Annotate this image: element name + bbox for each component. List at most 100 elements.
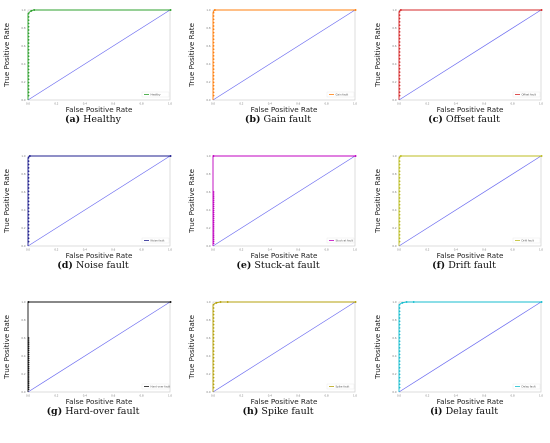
roc-point — [398, 71, 401, 73]
x-tick-label: 0.6 — [111, 248, 115, 252]
roc-point — [212, 310, 215, 313]
legend-box — [326, 91, 355, 98]
roc-chart: 0.00.0 0.2 0.2 0.4 0.4 0.6 0.6 0.8 0.8 1.0 1.0 Hard… — [2, 300, 172, 406]
y-tick-label: 0.4 — [206, 354, 210, 358]
roc-point — [398, 160, 401, 163]
y-tick-label: 0.4 — [206, 208, 210, 212]
roc-point — [27, 347, 30, 350]
x-tick-label: 1.0 — [539, 102, 543, 106]
x-tick-label: 0.8 — [140, 394, 144, 398]
y-tick-label: 0.6 — [21, 190, 25, 194]
roc-point — [540, 301, 543, 303]
x-tick-label: 0.4 — [268, 102, 272, 106]
roc-point — [398, 234, 401, 236]
y-axis-label: True Positive Rate — [2, 22, 11, 88]
x-tick-label: 0.8 — [325, 102, 329, 106]
y-tick-label: 0.6 — [21, 44, 25, 48]
x-tick-label: 0.0 — [26, 102, 30, 106]
x-tick-label: 0.2 — [425, 394, 429, 398]
roc-point — [540, 9, 543, 11]
x-tick-label: 0.4 — [83, 394, 87, 398]
roc-point — [398, 303, 401, 306]
roc-point — [398, 21, 401, 23]
roc-point — [212, 94, 215, 97]
roc-point — [212, 330, 215, 333]
roc-point — [212, 88, 215, 90]
subfigure-title: Offset fault — [442, 114, 500, 125]
legend-box — [512, 383, 541, 390]
roc-point — [212, 317, 215, 319]
x-tick-label: 0.6 — [296, 102, 300, 106]
roc-point — [33, 9, 36, 11]
roc-point — [212, 386, 215, 389]
roc-point — [398, 340, 401, 343]
roc-point — [398, 373, 401, 376]
roc-panel-e: 0.0 0.0 0.2 0.2 0.4 0.4 0.6 0.6 0.8 0.8 1.0 1.0 Stuc… — [187, 148, 368, 260]
y-tick-label: 0.8 — [392, 172, 396, 176]
y-tick-label: 0.6 — [21, 336, 25, 340]
y-tick-label: 0.4 — [21, 354, 25, 358]
roc-point — [398, 187, 401, 189]
roc-point — [27, 357, 30, 360]
roc-point — [398, 84, 401, 87]
roc-panel-b: 0.0 0.0 0.2 0.2 0.4 0.4 0.6 0.6 0.8 0.8 1.0 1.0 Gain… — [187, 2, 368, 114]
y-tick-label: 0.0 — [21, 244, 25, 248]
roc-point — [398, 320, 401, 323]
roc-point — [27, 71, 30, 74]
x-tick-label: 0.2 — [54, 248, 58, 252]
roc-point — [27, 39, 30, 41]
roc-point — [212, 363, 215, 366]
roc-point — [27, 359, 30, 362]
x-axis-label: False Positive Rate — [66, 251, 133, 260]
roc-point — [169, 301, 172, 303]
roc-chart: 0.00.0 0.2 0.2 0.4 0.4 0.6 0.6 0.8 0.8 1.0 1.0 Stuc… — [187, 154, 357, 260]
roc-point — [398, 366, 401, 369]
y-tick-label: 0.6 — [206, 336, 210, 340]
roc-point — [27, 29, 30, 31]
roc-point — [27, 345, 30, 348]
x-tick-label: 0.0 — [397, 102, 401, 106]
roc-point — [27, 213, 30, 216]
roc-point — [398, 64, 401, 67]
roc-point — [169, 155, 172, 157]
x-axis-label: False Positive Rate — [251, 105, 318, 114]
roc-point — [27, 193, 30, 196]
x-tick-label: 0.0 — [211, 102, 215, 106]
roc-point — [398, 313, 401, 316]
y-tick-label: 1.0 — [206, 300, 210, 304]
roc-point — [398, 51, 401, 53]
roc-point — [212, 356, 215, 359]
roc-point — [27, 160, 30, 163]
roc-point — [27, 163, 30, 166]
roc-point — [212, 223, 215, 226]
x-tick-label: 1.0 — [353, 394, 357, 398]
roc-point — [213, 9, 216, 11]
chance-diagonal-line — [398, 301, 542, 393]
roc-point — [354, 301, 357, 303]
roc-point — [27, 237, 30, 240]
x-tick-label: 0.4 — [83, 102, 87, 106]
roc-point — [212, 380, 215, 382]
legend-label: Gain fault — [336, 92, 349, 96]
x-tick-label: 1.0 — [353, 102, 357, 106]
y-tick-label: 0.8 — [206, 172, 210, 176]
x-tick-label: 1.0 — [353, 248, 357, 252]
roc-point — [398, 370, 401, 372]
x-tick-label: 0.2 — [239, 394, 243, 398]
roc-point — [398, 317, 401, 319]
roc-point — [212, 31, 215, 34]
roc-point — [398, 350, 401, 352]
roc-point — [212, 207, 215, 210]
roc-point — [27, 55, 30, 58]
roc-point — [212, 48, 215, 51]
roc-point — [398, 81, 401, 84]
y-tick-label: 0.0 — [206, 390, 210, 394]
roc-point — [398, 190, 401, 193]
roc-point — [212, 211, 215, 214]
y-axis-label: True Positive Rate — [373, 314, 382, 380]
roc-point — [27, 227, 30, 230]
roc-point — [27, 48, 30, 51]
x-tick-label: 0.0 — [26, 394, 30, 398]
y-tick-label: 0.2 — [206, 226, 210, 230]
roc-point — [212, 234, 215, 236]
